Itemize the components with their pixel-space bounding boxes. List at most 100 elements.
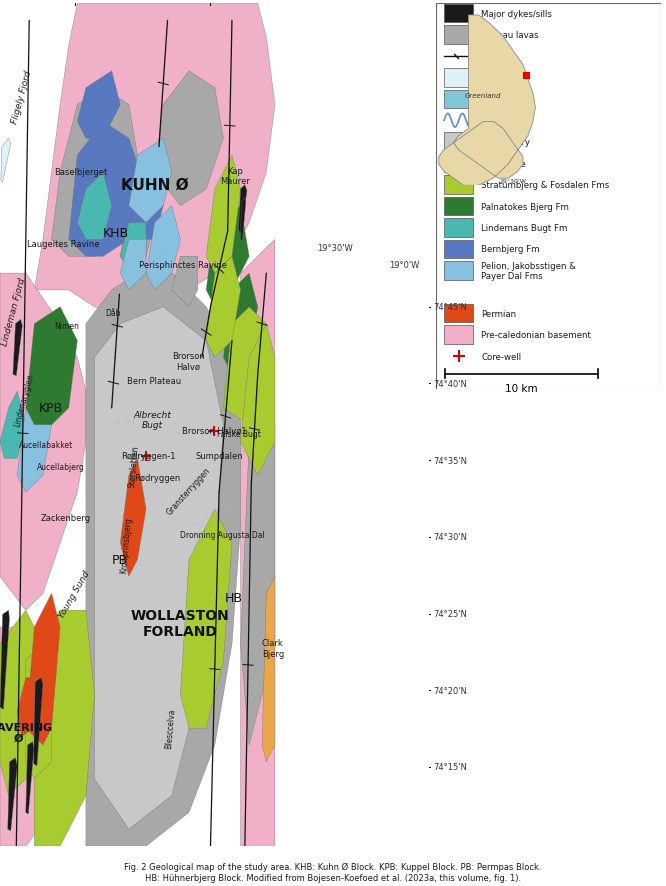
Text: WOLLASTON
FORLAND: WOLLASTON FORLAND bbox=[131, 608, 230, 638]
Text: Fig. 2 Geological map of the study area. KHB: Kuhn Ø Block. KPB: Kuppel Block. P: Fig. 2 Geological map of the study area.… bbox=[125, 862, 541, 882]
Polygon shape bbox=[26, 644, 51, 779]
Text: CLAVERING
Ø: CLAVERING Ø bbox=[0, 722, 53, 743]
Polygon shape bbox=[8, 758, 17, 831]
Text: 19°30'W: 19°30'W bbox=[500, 178, 527, 183]
Polygon shape bbox=[180, 509, 232, 728]
Polygon shape bbox=[155, 72, 223, 206]
Text: Sumpdalen: Sumpdalen bbox=[195, 452, 243, 461]
Text: Bern Plateau: Bern Plateau bbox=[127, 377, 181, 385]
Text: Lakes: Lakes bbox=[482, 95, 506, 105]
Text: 74°35'N: 74°35'N bbox=[433, 456, 467, 465]
Text: Brorson
Halvø: Brorson Halvø bbox=[172, 352, 204, 371]
Text: Major dykes/sills: Major dykes/sills bbox=[482, 10, 552, 19]
Polygon shape bbox=[206, 206, 249, 307]
Polygon shape bbox=[240, 198, 246, 242]
Polygon shape bbox=[223, 307, 266, 425]
Bar bbox=[444, 133, 474, 152]
Text: KHB: KHB bbox=[103, 227, 129, 240]
Text: Kap
Maurer: Kap Maurer bbox=[220, 167, 250, 186]
Text: Greenland: Greenland bbox=[465, 92, 501, 98]
Text: Albrecht
Bugt: Albrecht Bugt bbox=[134, 410, 171, 430]
Bar bbox=[444, 4, 474, 23]
Text: Lindeman Fjord: Lindeman Fjord bbox=[1, 276, 27, 346]
Text: Falske Bugt: Falske Bugt bbox=[217, 429, 261, 439]
Polygon shape bbox=[262, 577, 275, 762]
Polygon shape bbox=[26, 742, 34, 814]
Bar bbox=[444, 155, 474, 173]
Text: Pelion, Jakobsstigen &
Payer Dal Fms: Pelion, Jakobsstigen & Payer Dal Fms bbox=[482, 261, 576, 281]
Polygon shape bbox=[129, 173, 163, 240]
Text: Pre-caledonian basement: Pre-caledonian basement bbox=[482, 330, 591, 339]
Polygon shape bbox=[198, 324, 240, 425]
Polygon shape bbox=[86, 274, 240, 846]
Bar bbox=[444, 198, 474, 216]
Text: Lindemans Bugt Fm: Lindemans Bugt Fm bbox=[482, 223, 567, 233]
Polygon shape bbox=[13, 320, 23, 377]
Text: 74°45'N: 74°45'N bbox=[433, 303, 467, 312]
Polygon shape bbox=[172, 257, 198, 307]
Text: PB: PB bbox=[111, 554, 127, 566]
Text: KUHN Ø: KUHN Ø bbox=[121, 178, 188, 193]
Text: Quaternary: Quaternary bbox=[482, 138, 530, 147]
Text: Størsletten: Størsletten bbox=[128, 444, 141, 487]
Bar bbox=[444, 176, 474, 195]
Text: Rødryggen: Rødryggen bbox=[134, 473, 180, 482]
Polygon shape bbox=[17, 392, 51, 493]
Text: Gransterryggen: Gransterryggen bbox=[165, 465, 212, 517]
Text: Aucellabjerg: Aucellabjerg bbox=[37, 462, 85, 472]
Text: Plateau lavas: Plateau lavas bbox=[482, 31, 539, 40]
Text: Brorson Halvø1: Brorson Halvø1 bbox=[182, 426, 246, 435]
Bar bbox=[444, 27, 474, 44]
Polygon shape bbox=[77, 173, 112, 240]
Text: Young Sund: Young Sund bbox=[57, 569, 91, 618]
Text: Ice: Ice bbox=[482, 74, 494, 82]
Bar bbox=[444, 90, 474, 109]
Text: Core-well: Core-well bbox=[482, 352, 521, 361]
Text: Blesccelva: Blesccelva bbox=[164, 708, 176, 749]
Text: 74°40'N: 74°40'N bbox=[433, 379, 467, 389]
Text: 74°15'N: 74°15'N bbox=[433, 763, 467, 772]
Text: 74°25'N: 74°25'N bbox=[433, 610, 467, 618]
Text: Dronning Augusta Dal: Dronning Augusta Dal bbox=[180, 530, 265, 540]
Polygon shape bbox=[0, 4, 26, 240]
Text: Clark
Bjerg: Clark Bjerg bbox=[262, 639, 284, 658]
Polygon shape bbox=[206, 156, 240, 274]
Bar bbox=[444, 326, 474, 345]
Bar bbox=[444, 240, 474, 259]
Text: Zackenberg: Zackenberg bbox=[41, 513, 91, 523]
Text: Perisphinctes Ravine: Perisphinctes Ravine bbox=[139, 260, 226, 270]
Text: Dåb: Dåb bbox=[105, 309, 121, 318]
Polygon shape bbox=[0, 610, 43, 796]
Text: Palnatokes Bjerg Fm: Palnatokes Bjerg Fm bbox=[482, 202, 569, 211]
Polygon shape bbox=[240, 375, 275, 745]
Text: Laugeites Ravine: Laugeites Ravine bbox=[27, 240, 100, 249]
Polygon shape bbox=[121, 459, 146, 577]
Bar bbox=[444, 219, 474, 237]
Text: 74°30'N: 74°30'N bbox=[433, 532, 467, 541]
Bar bbox=[444, 69, 474, 88]
Polygon shape bbox=[33, 678, 43, 766]
Text: Bernbjerg Fm: Bernbjerg Fm bbox=[482, 245, 539, 254]
Text: 19°0'W: 19°0'W bbox=[388, 260, 419, 270]
Text: HB: HB bbox=[225, 591, 243, 604]
Polygon shape bbox=[121, 223, 146, 274]
Polygon shape bbox=[121, 190, 155, 274]
Bar bbox=[444, 305, 474, 323]
Bar bbox=[444, 261, 474, 280]
Polygon shape bbox=[240, 240, 275, 846]
Polygon shape bbox=[26, 594, 60, 745]
Text: 19°30'W: 19°30'W bbox=[317, 244, 353, 253]
Text: 74°20'N: 74°20'N bbox=[433, 686, 467, 695]
Text: Permian: Permian bbox=[482, 309, 516, 318]
Text: Baselbjerget: Baselbjerget bbox=[54, 168, 107, 177]
Text: 10 km: 10 km bbox=[505, 384, 538, 394]
Polygon shape bbox=[0, 392, 26, 459]
Polygon shape bbox=[129, 392, 180, 493]
Text: Rivers: Rivers bbox=[482, 117, 508, 126]
Polygon shape bbox=[35, 4, 275, 316]
Text: Rødryggen-1: Rødryggen-1 bbox=[121, 451, 175, 460]
Polygon shape bbox=[240, 324, 275, 476]
Text: KPB: KPB bbox=[39, 402, 63, 415]
Text: Paleogene: Paleogene bbox=[482, 159, 526, 168]
Polygon shape bbox=[146, 206, 180, 291]
